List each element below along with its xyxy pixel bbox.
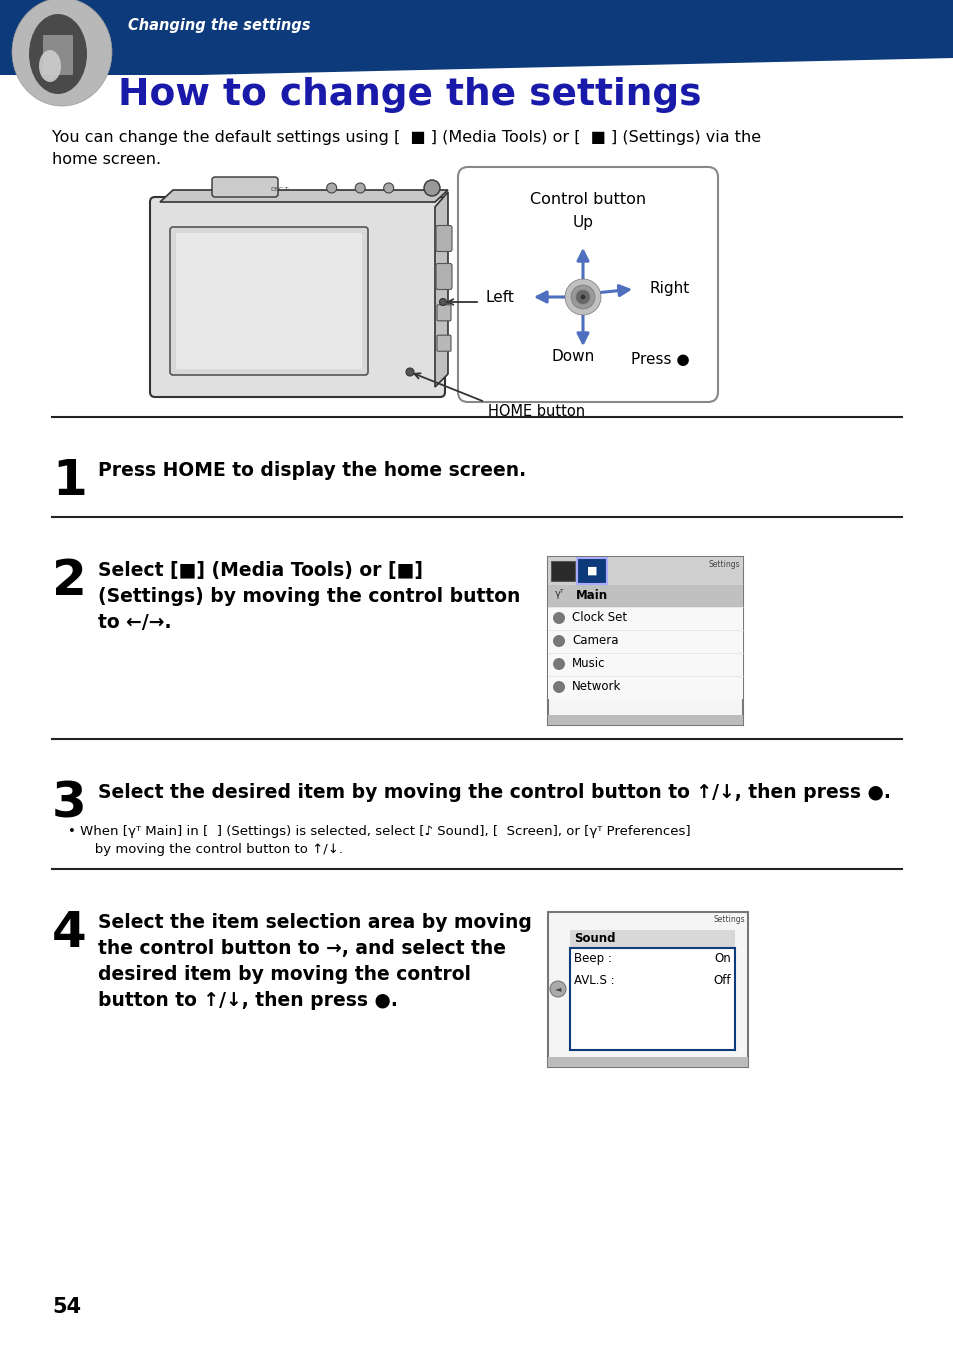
Circle shape [571,285,595,309]
FancyBboxPatch shape [547,653,742,676]
FancyBboxPatch shape [212,176,277,197]
FancyBboxPatch shape [547,912,747,1067]
Text: Settings: Settings [708,560,740,569]
Circle shape [553,635,564,647]
Ellipse shape [12,0,112,106]
Text: ■: ■ [586,566,597,575]
FancyBboxPatch shape [547,1057,747,1067]
Text: On: On [714,953,730,965]
Text: Network: Network [572,680,620,693]
Circle shape [579,294,585,300]
Circle shape [553,658,564,670]
FancyBboxPatch shape [569,949,734,1050]
Text: Beep :: Beep : [574,953,611,965]
FancyBboxPatch shape [569,930,734,949]
Circle shape [406,368,414,376]
FancyBboxPatch shape [170,227,368,375]
Text: HOME button: HOME button [488,404,584,419]
Text: 4: 4 [52,909,87,957]
Polygon shape [435,191,448,387]
Text: Right: Right [649,281,689,296]
Polygon shape [160,190,448,202]
Text: Up: Up [572,214,593,229]
FancyBboxPatch shape [457,167,718,402]
Text: Select the item selection area by moving: Select the item selection area by moving [98,913,532,932]
Circle shape [550,981,565,997]
Text: Select [■] (Media Tools) or [■]: Select [■] (Media Tools) or [■] [98,560,422,579]
Text: 54: 54 [52,1297,81,1318]
Text: You can change the default settings using [  ■ ] (Media Tools) or [  ■ ] (Settin: You can change the default settings usin… [52,130,760,145]
Text: AVL.S :: AVL.S : [574,974,614,987]
Ellipse shape [29,14,87,94]
Text: • When [γᵀ Main] in [  ] (Settings) is selected, select [♪ Sound], [  Screen], o: • When [γᵀ Main] in [ ] (Settings) is se… [68,825,690,839]
FancyBboxPatch shape [547,607,742,630]
Text: Main: Main [576,589,607,603]
Text: Down: Down [551,349,594,364]
FancyBboxPatch shape [436,225,452,251]
Text: Settings: Settings [713,915,744,924]
Text: Left: Left [485,289,515,304]
Circle shape [553,612,564,624]
Text: 1: 1 [52,457,87,505]
FancyBboxPatch shape [436,335,451,351]
FancyBboxPatch shape [0,0,953,75]
FancyBboxPatch shape [547,676,742,699]
Text: (Settings) by moving the control button: (Settings) by moving the control button [98,588,519,607]
Circle shape [564,280,600,315]
Circle shape [576,290,589,304]
FancyBboxPatch shape [150,197,444,398]
Circle shape [439,299,446,305]
FancyBboxPatch shape [551,560,575,581]
Text: Control button: Control button [529,191,645,208]
FancyBboxPatch shape [175,233,361,369]
Polygon shape [200,58,953,75]
Text: home screen.: home screen. [52,152,161,167]
Text: 3: 3 [52,779,87,826]
FancyBboxPatch shape [547,556,742,725]
FancyBboxPatch shape [577,558,606,584]
Ellipse shape [39,50,61,81]
Circle shape [326,183,336,193]
FancyBboxPatch shape [547,556,742,585]
Circle shape [423,180,439,195]
Circle shape [383,183,394,193]
Text: Clock Set: Clock Set [572,611,626,624]
Text: desired item by moving the control: desired item by moving the control [98,965,471,984]
FancyBboxPatch shape [547,585,742,607]
Text: ◄: ◄ [554,984,560,993]
Text: Press ●: Press ● [631,351,689,366]
Text: DSC-T: DSC-T [270,187,289,191]
Text: to ←/→.: to ←/→. [98,613,172,632]
FancyBboxPatch shape [436,263,452,289]
Text: Off: Off [713,974,730,987]
Text: Changing the settings: Changing the settings [128,18,310,33]
Text: Select the desired item by moving the control button to ↑/↓, then press ●.: Select the desired item by moving the co… [98,783,890,802]
FancyBboxPatch shape [436,305,451,320]
Text: button to ↑/↓, then press ●.: button to ↑/↓, then press ●. [98,991,397,1010]
Text: 2: 2 [52,556,87,605]
FancyBboxPatch shape [547,630,742,653]
Text: γᵀ: γᵀ [555,589,564,598]
Circle shape [355,183,365,193]
Text: Sound: Sound [574,932,615,944]
Text: Press HOME to display the home screen.: Press HOME to display the home screen. [98,461,525,480]
Text: How to change the settings: How to change the settings [118,77,700,113]
Text: by moving the control button to ↑/↓.: by moving the control button to ↑/↓. [82,843,343,856]
Text: Music: Music [572,657,605,670]
FancyBboxPatch shape [0,75,953,117]
FancyBboxPatch shape [43,35,73,75]
Text: the control button to →, and select the: the control button to →, and select the [98,939,505,958]
Text: Camera: Camera [572,634,618,647]
Circle shape [553,681,564,693]
FancyBboxPatch shape [547,715,742,725]
